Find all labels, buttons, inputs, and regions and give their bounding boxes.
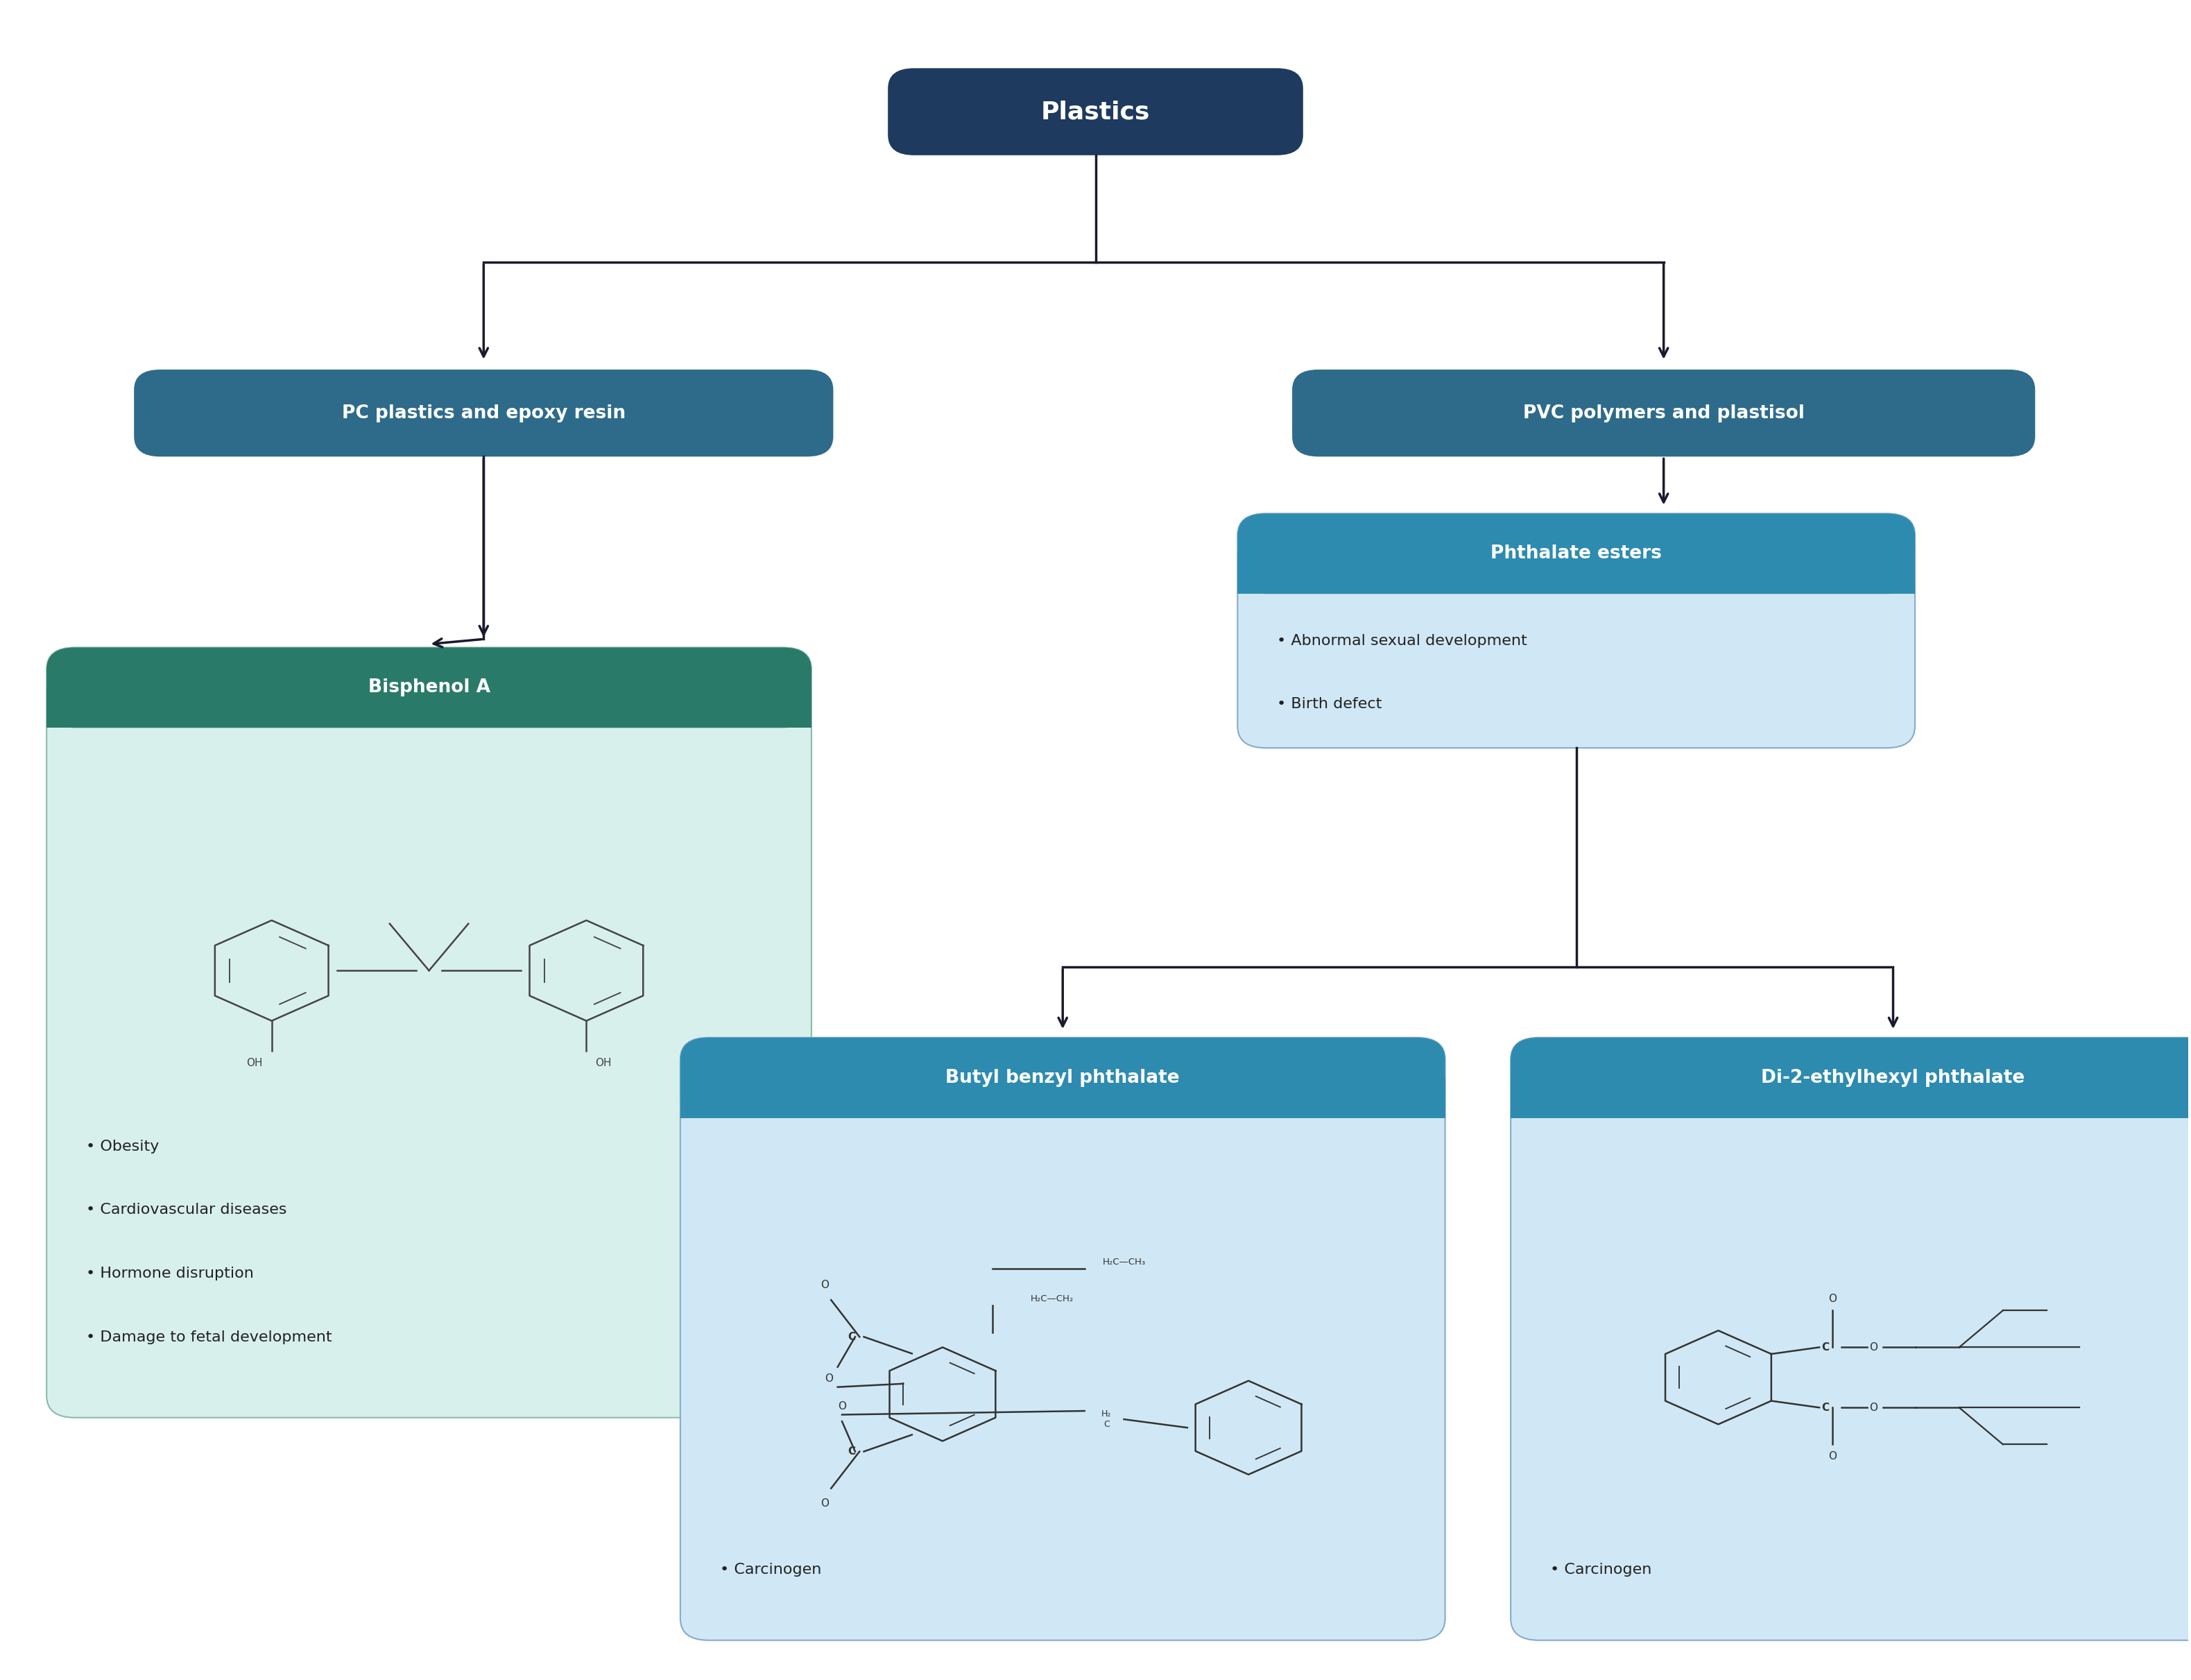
Text: C: C	[1821, 1342, 1829, 1352]
Bar	[46, 687, 811, 727]
Text: PVC polymers and plastisol: PVC polymers and plastisol	[1523, 405, 1805, 422]
FancyBboxPatch shape	[1510, 1038, 2191, 1117]
Text: O: O	[819, 1280, 828, 1290]
Text: H₂
C: H₂ C	[1102, 1410, 1111, 1430]
Text: H₂C—CH₂: H₂C—CH₂	[1030, 1294, 1074, 1304]
Text: O: O	[819, 1499, 828, 1509]
Text: • Hormone disruption: • Hormone disruption	[85, 1267, 254, 1280]
Text: Plastics: Plastics	[1041, 99, 1150, 124]
Text: O: O	[1827, 1294, 1836, 1304]
Text: • Birth defect: • Birth defect	[1277, 697, 1383, 711]
FancyBboxPatch shape	[46, 647, 811, 727]
Text: • Cardiovascular diseases: • Cardiovascular diseases	[85, 1203, 287, 1216]
Text: O: O	[1827, 1452, 1836, 1462]
FancyBboxPatch shape	[681, 1038, 1446, 1640]
FancyBboxPatch shape	[46, 647, 811, 1418]
Text: OH: OH	[596, 1058, 611, 1068]
Text: Di-2-ethylhexyl phthalate: Di-2-ethylhexyl phthalate	[1762, 1068, 2024, 1087]
Text: O: O	[837, 1401, 846, 1411]
Text: H₂C—CH₃: H₂C—CH₃	[1102, 1257, 1146, 1267]
Text: C: C	[848, 1446, 854, 1457]
Text: O: O	[1869, 1342, 1878, 1352]
Bar	[1510, 1079, 2191, 1117]
Text: Phthalate esters: Phthalate esters	[1490, 544, 1661, 563]
Text: Butyl benzyl phthalate: Butyl benzyl phthalate	[947, 1068, 1179, 1087]
Text: O: O	[824, 1374, 833, 1384]
FancyBboxPatch shape	[681, 1038, 1446, 1117]
Text: OH: OH	[248, 1058, 263, 1068]
Text: O: O	[1869, 1403, 1878, 1413]
Text: PC plastics and epoxy resin: PC plastics and epoxy resin	[342, 405, 624, 422]
Text: C: C	[1821, 1403, 1829, 1413]
Text: C: C	[848, 1332, 854, 1342]
FancyBboxPatch shape	[1510, 1038, 2191, 1640]
Text: • Damage to fetal development: • Damage to fetal development	[85, 1331, 331, 1344]
Bar	[1238, 554, 1915, 595]
Bar	[681, 1079, 1446, 1117]
FancyBboxPatch shape	[1293, 370, 2035, 457]
Text: • Carcinogen: • Carcinogen	[719, 1562, 822, 1578]
FancyBboxPatch shape	[1238, 514, 1915, 748]
FancyBboxPatch shape	[887, 69, 1304, 155]
FancyBboxPatch shape	[1238, 514, 1915, 595]
FancyBboxPatch shape	[134, 370, 833, 457]
Text: • Obesity: • Obesity	[85, 1139, 160, 1152]
Text: • Carcinogen: • Carcinogen	[1549, 1562, 1652, 1578]
Text: Bisphenol A: Bisphenol A	[368, 679, 491, 697]
Text: • Abnormal sexual development: • Abnormal sexual development	[1277, 633, 1527, 648]
